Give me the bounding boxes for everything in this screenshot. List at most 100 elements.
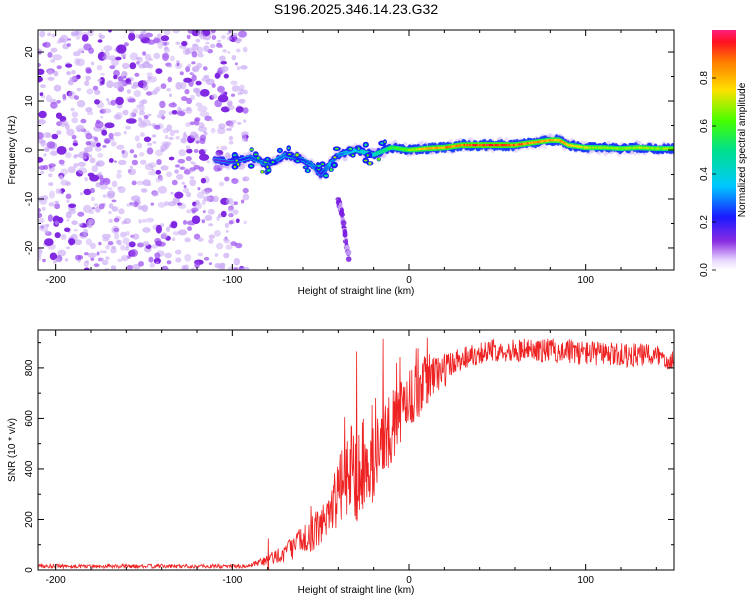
noise-dot [49, 190, 55, 199]
ridge-blob-core [249, 165, 253, 167]
noise-dot [129, 249, 138, 257]
noise-dot [208, 223, 214, 227]
noise-dot [157, 201, 166, 208]
noise-dot [98, 203, 105, 210]
noise-dot [47, 76, 55, 81]
noise-dot [195, 80, 202, 86]
noise-dot [147, 39, 156, 45]
noise-dot [209, 43, 216, 49]
noise-dot [84, 177, 88, 182]
noise-dot [66, 246, 70, 250]
noise-dot [159, 100, 166, 109]
noise-dot [125, 125, 131, 130]
ridge-blob-core [306, 169, 310, 173]
noise-dot [181, 264, 187, 270]
noise-dot [231, 93, 235, 97]
noise-dot [54, 203, 61, 210]
noise-dot [139, 152, 145, 157]
noise-dot [126, 203, 131, 207]
noise-dot [104, 139, 110, 144]
noise-dot [126, 265, 134, 270]
noise-dot [242, 193, 250, 201]
noise-dot [153, 52, 161, 60]
noise-dot [148, 123, 152, 127]
noise-dot [155, 68, 163, 74]
noise-dot [38, 256, 42, 261]
noise-dot [227, 207, 234, 213]
noise-dot [108, 211, 112, 215]
noise-dot [189, 179, 197, 187]
noise-dot [168, 65, 173, 68]
noise-dot [75, 124, 85, 132]
snr-panel: -200 -100 0 100 0 200 400 600 800 Height of str… [7, 329, 675, 596]
noise-dot [189, 176, 195, 180]
noise-dot [65, 152, 72, 159]
noise-dot [175, 41, 181, 45]
noise-dot [142, 179, 151, 187]
noise-dot [203, 195, 212, 202]
noise-dot [65, 63, 73, 68]
noise-dot [191, 51, 198, 58]
noise-dot [93, 263, 100, 268]
x-tick-label: -100 [222, 575, 242, 586]
noise-dot [186, 148, 193, 154]
noise-dot [241, 135, 247, 142]
noise-dot [185, 66, 191, 73]
noise-dot [189, 169, 194, 173]
ridge-blob-core [333, 156, 337, 159]
noise-dot [104, 122, 115, 129]
noise-dot [66, 128, 75, 136]
noise-dot [127, 98, 136, 103]
noise-dot [242, 266, 250, 270]
noise-dot [160, 232, 168, 239]
noise-dot [147, 63, 154, 69]
noise-dot [126, 244, 130, 249]
noise-dot [46, 141, 56, 149]
noise-dot [176, 111, 186, 116]
noise-dot [96, 64, 103, 71]
noise-dot [47, 32, 52, 37]
noise-dot [53, 70, 59, 77]
noise-dot [242, 187, 249, 194]
noise-dot [185, 156, 192, 162]
noise-dot [181, 40, 188, 47]
noise-dot [211, 83, 216, 88]
noise-dot [223, 73, 229, 79]
noise-dot [156, 241, 166, 247]
noise-dot [233, 267, 239, 270]
noise-dot [129, 30, 135, 34]
noise-dot [192, 43, 199, 51]
noise-dot [94, 146, 102, 152]
noise-dot [235, 38, 241, 44]
y-tick-label: 20 [24, 46, 35, 58]
noise-dot [77, 211, 85, 217]
noise-dot [242, 46, 248, 53]
noise-dot [205, 41, 210, 45]
noise-dot [213, 230, 221, 237]
noise-dot [218, 123, 226, 130]
noise-dot [190, 267, 195, 270]
noise-dot [155, 169, 162, 175]
noise-dot [125, 231, 131, 236]
ridge-core [327, 163, 331, 167]
ridge-blob-core [261, 170, 264, 174]
noise-dot [216, 146, 220, 150]
noise-dot [182, 187, 190, 194]
ridge-blob-core [287, 153, 292, 156]
noise-dot [78, 223, 83, 227]
noise-dot [175, 164, 180, 168]
noise-dot [179, 71, 184, 76]
branch-dot [339, 208, 345, 214]
noise-dot [186, 209, 192, 214]
noise-dot [185, 122, 191, 127]
noise-dot [71, 220, 78, 225]
noise-dot [193, 165, 201, 170]
noise-dot [142, 84, 149, 91]
noise-dot [157, 186, 168, 194]
noise-dot [236, 48, 241, 53]
noise-dot [219, 181, 225, 187]
noise-dot [51, 133, 59, 140]
noise-dot [224, 222, 230, 228]
noise-dot [43, 153, 47, 157]
noise-dot [108, 187, 113, 190]
